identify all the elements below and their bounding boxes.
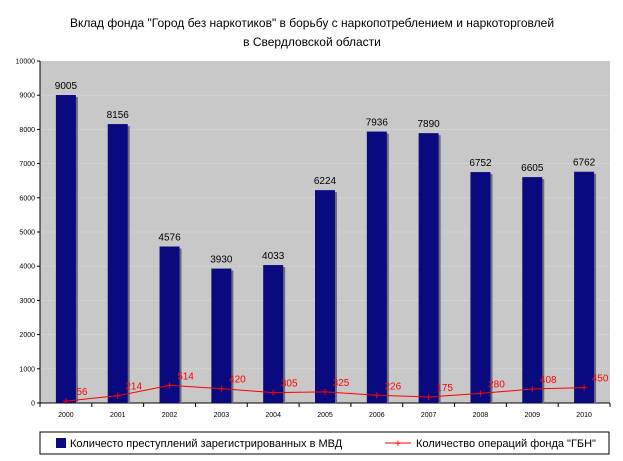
bar-value-label: 4576 (158, 233, 181, 244)
chart-title-line-2: в Свердловской области (243, 35, 381, 49)
x-tick-label: 2005 (317, 412, 333, 419)
y-tick-label: 6000 (19, 195, 35, 202)
bar (418, 133, 439, 404)
bar-value-label: 6762 (573, 158, 596, 169)
y-tick-label: 1000 (19, 366, 35, 373)
x-tick-label: 2010 (576, 412, 592, 419)
chart-title: Вклад фонда "Город без наркотиков" в бор… (70, 16, 554, 49)
bar (263, 265, 284, 403)
bar (470, 172, 491, 403)
bar (211, 268, 232, 403)
line-value-label: 56 (76, 387, 88, 398)
line-series: 56 214 514 420 305 325 226 175 280 408 450 (62, 371, 609, 405)
bar (522, 177, 543, 403)
line-value-label: 450 (592, 374, 609, 385)
bar-value-label: 8156 (107, 110, 130, 121)
line-value-label: 325 (333, 378, 350, 389)
y-axis-ticks: 0 1000 2000 3000 4000 5000 6000 7000 8000 9000 100… (16, 59, 41, 408)
x-tick-label: 2008 (473, 412, 489, 419)
y-tick-label: 7000 (19, 161, 35, 168)
line-value-label: 214 (125, 382, 142, 393)
bar-value-label: 7936 (366, 118, 389, 129)
bar (574, 171, 595, 403)
bar (159, 246, 180, 403)
chart-title-line-1: Вклад фонда "Город без наркотиков" в бор… (70, 16, 554, 30)
y-tick-label: 5000 (19, 230, 35, 237)
legend: Количесто преступлений зарегистрированны… (39, 431, 610, 455)
legend-bar-swatch (56, 438, 66, 448)
line-value-label: 408 (540, 375, 557, 386)
bar (55, 95, 76, 404)
line-value-label: 280 (488, 379, 505, 390)
bar-value-label: 4033 (262, 251, 285, 262)
y-tick-label: 10000 (16, 59, 36, 66)
x-tick-label: 2007 (421, 412, 437, 419)
bar-series: 9005 8156 4576 3930 4033 6224 7936 7890 6752 6605… (55, 81, 597, 404)
bar (366, 131, 387, 403)
bar-value-label: 6752 (469, 158, 492, 169)
y-tick-label: 0 (31, 401, 35, 408)
bar-value-label: 9005 (55, 81, 78, 92)
y-tick-label: 8000 (19, 127, 35, 134)
y-tick-label: 4000 (19, 264, 35, 271)
legend-bar-label: Количесто преступлений зарегистрированны… (70, 438, 343, 450)
bar (107, 124, 128, 404)
legend-line-label: Количество операций фонда "ГБН" (416, 438, 596, 450)
y-tick-label: 2000 (19, 332, 35, 339)
bar-value-label: 6224 (314, 176, 337, 187)
bar-value-label: 7890 (418, 119, 441, 130)
legend-box (39, 431, 610, 455)
bar-value-label: 3930 (210, 255, 233, 266)
x-tick-label: 2003 (214, 412, 230, 419)
y-tick-label: 3000 (19, 298, 35, 305)
bar (315, 190, 335, 403)
line-value-label: 305 (281, 379, 298, 390)
bar-value-label: 6605 (521, 163, 544, 174)
legend-line-marker: + (395, 438, 401, 450)
x-axis-ticks: 2000 2001 2002 2003 2004 2005 2006 2007 2008 2009… (39, 402, 611, 419)
x-tick-label: 2001 (110, 412, 126, 419)
line-value-label: 226 (384, 381, 401, 392)
line-value-label: 514 (177, 371, 194, 382)
y-tick-label: 9000 (19, 93, 35, 100)
x-tick-label: 2000 (58, 412, 74, 419)
line-value-label: 420 (229, 375, 246, 386)
x-tick-label: 2009 (524, 412, 540, 419)
x-tick-label: 2006 (369, 412, 385, 419)
x-tick-label: 2004 (265, 412, 281, 419)
x-tick-label: 2002 (162, 412, 178, 419)
line-value-label: 175 (436, 383, 453, 394)
